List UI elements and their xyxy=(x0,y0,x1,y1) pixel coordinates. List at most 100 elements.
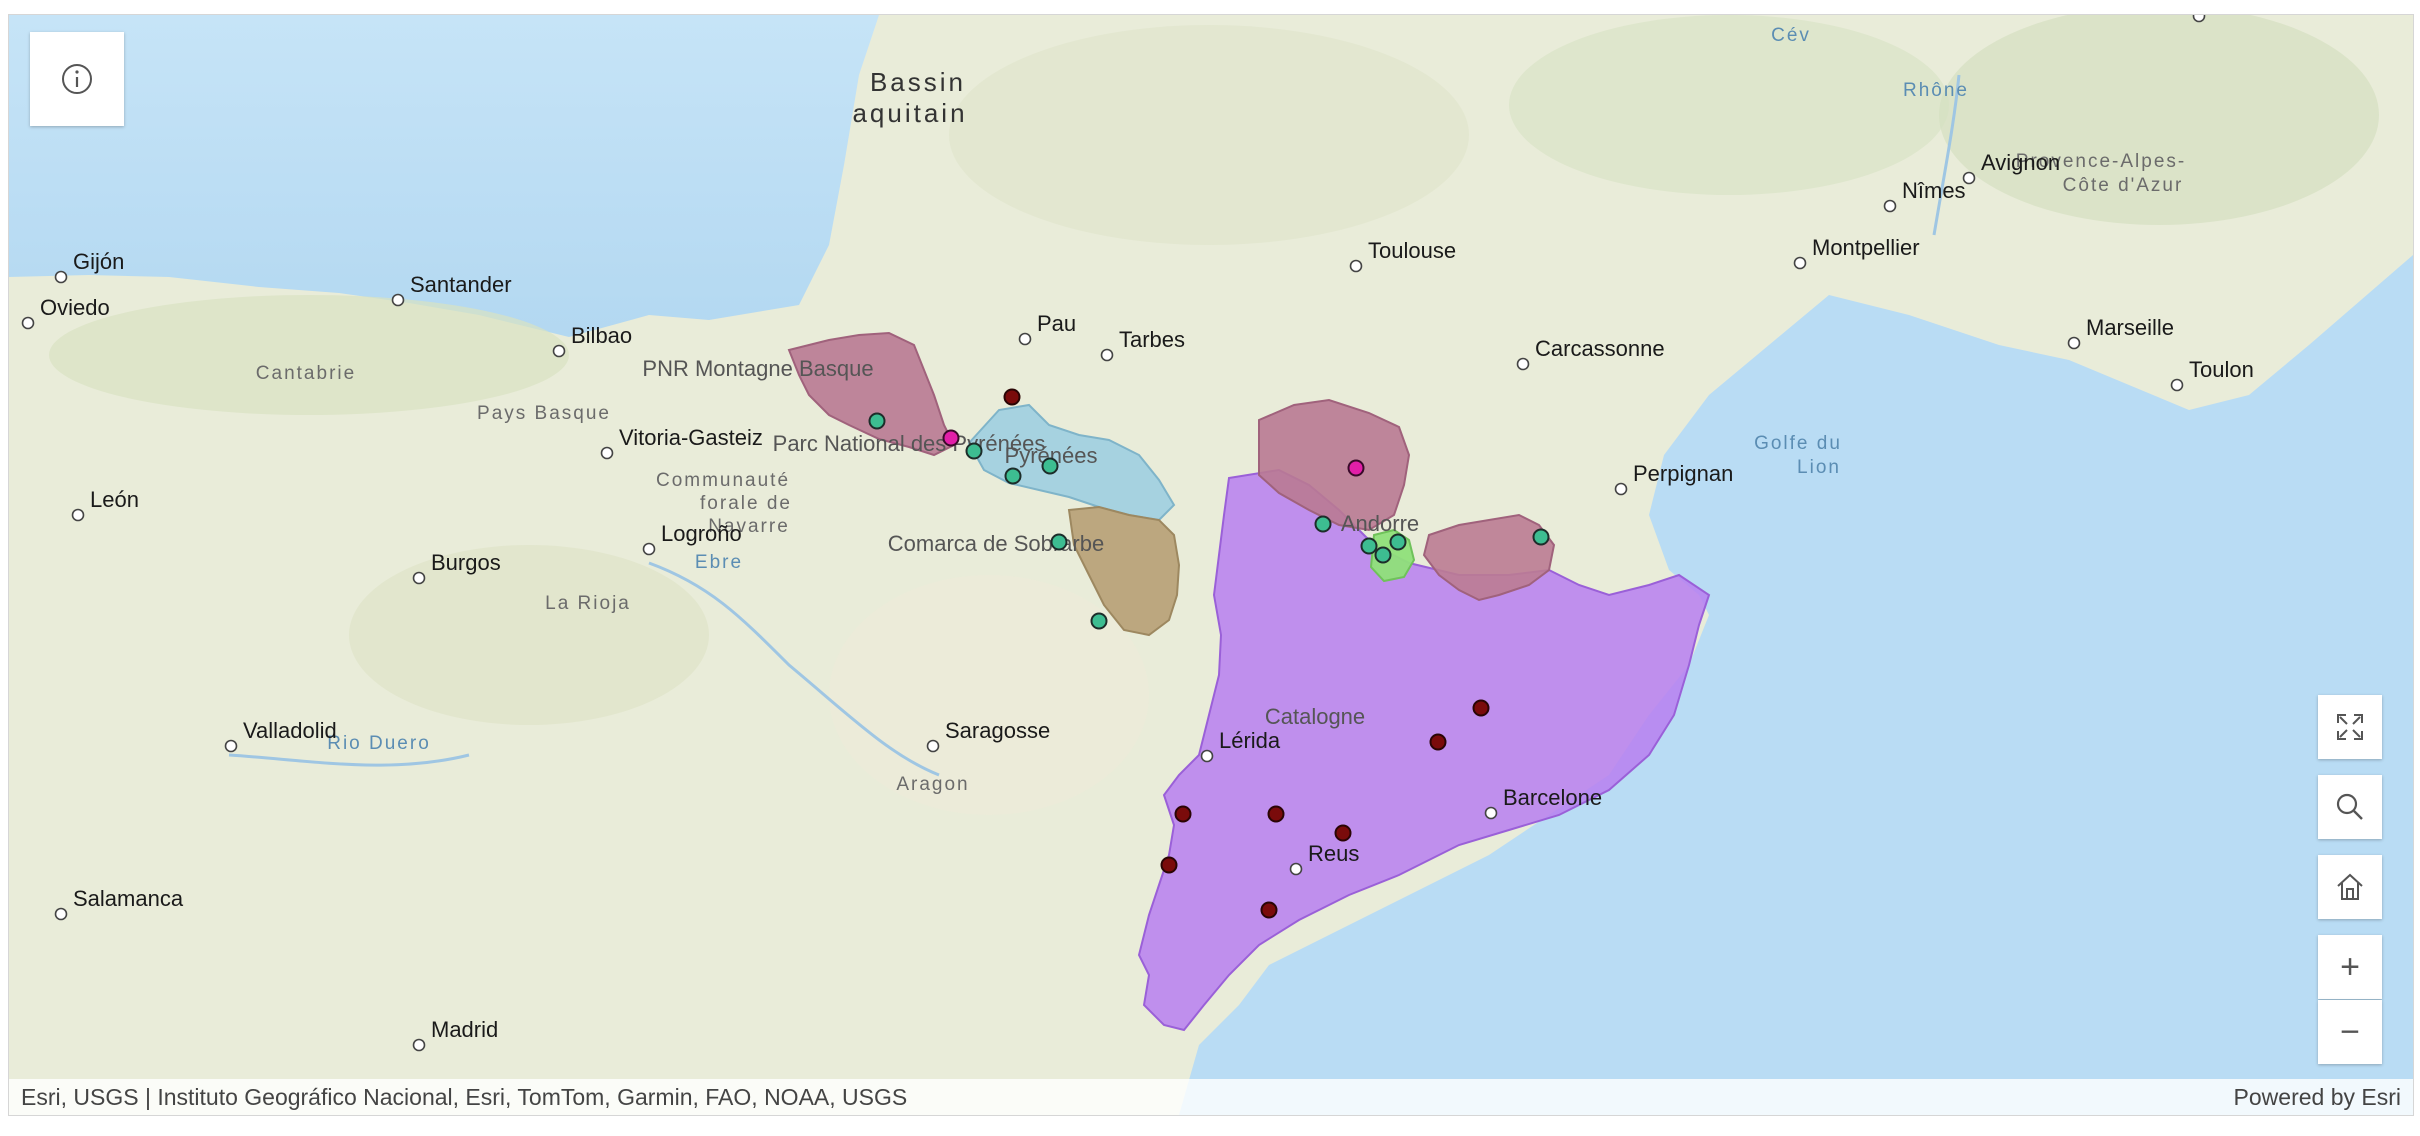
city-label: Perpignan xyxy=(1633,461,1733,486)
city-marker: Toulouse xyxy=(1349,238,1456,273)
city-label: Avignon xyxy=(1981,150,2060,175)
point-green[interactable] xyxy=(1004,467,1022,485)
point-red[interactable] xyxy=(1334,824,1352,842)
atlantic-ocean xyxy=(9,15,879,337)
city-dot xyxy=(224,739,238,753)
point-green[interactable] xyxy=(1314,515,1332,533)
polygon-label: Parc National des Pyrénées xyxy=(773,431,1046,456)
info-icon xyxy=(62,64,92,94)
city-dot xyxy=(1018,332,1032,346)
region-label: Cantabrie xyxy=(256,363,356,384)
water-label: Lion xyxy=(1797,457,1841,478)
city-label: Bilbao xyxy=(571,323,632,348)
city-dot xyxy=(54,907,68,921)
point-green[interactable] xyxy=(1360,537,1378,555)
point-green[interactable] xyxy=(1389,533,1407,551)
relief-patch xyxy=(1509,15,1949,195)
fullscreen-icon xyxy=(2337,714,2363,740)
city-label: Logroño xyxy=(661,521,742,546)
point-green[interactable] xyxy=(1532,528,1550,546)
city-marker: Logroño xyxy=(642,521,742,556)
point-green[interactable] xyxy=(965,442,983,460)
city-marker: Reus xyxy=(1289,841,1359,876)
city-dot xyxy=(1962,171,1976,185)
fullscreen-button[interactable] xyxy=(2318,695,2382,759)
attribution-bar: Esri, USGS | Instituto Geográfico Nacion… xyxy=(9,1079,2413,1115)
city-label: Lérida xyxy=(1219,728,1281,753)
city-dot xyxy=(412,1038,426,1052)
city-label: Carcassonne xyxy=(1535,336,1665,361)
city-label: Madrid xyxy=(431,1017,498,1042)
polygon-label-layer: PNR Montagne Basque Parc National des Pyr… xyxy=(642,356,1419,729)
city-marker: Gap xyxy=(2192,15,2206,23)
city-label: Tarbes xyxy=(1119,327,1185,352)
city-label: Salamanca xyxy=(73,886,184,911)
city-marker: Montpellier xyxy=(1793,235,1920,270)
info-button[interactable] xyxy=(30,32,124,126)
city-marker: Salamanca xyxy=(54,886,184,921)
city-marker: Vitoria-Gasteiz xyxy=(600,425,763,460)
powered-by-esri-link[interactable]: Powered by Esri xyxy=(2233,1083,2401,1110)
city-dot xyxy=(1793,256,1807,270)
water-label: Rhône xyxy=(1903,80,1969,101)
search-icon xyxy=(2336,793,2363,820)
relief-patch xyxy=(949,25,1469,245)
zoom-in-button[interactable]: + xyxy=(2318,935,2382,999)
polygon-label: Andorre xyxy=(1341,511,1419,536)
rhone-river xyxy=(1932,74,1961,236)
polygon-label: PNR Montagne Basque xyxy=(642,356,873,381)
map-view[interactable]: Cantabrie Pays Basque Communauté forale de N… xyxy=(8,14,2414,1116)
pyrenees-orientales-polygon[interactable] xyxy=(1422,513,1556,602)
water-label-layer: Golfe du Lion Ebre Rhône Rio Duero Cév xyxy=(327,25,1969,754)
point-green[interactable] xyxy=(1041,457,1059,475)
point-red[interactable] xyxy=(1429,733,1447,751)
city-dot xyxy=(21,316,35,330)
city-dot xyxy=(1289,862,1303,876)
city-marker: Oviedo xyxy=(21,295,110,330)
city-dot xyxy=(2192,15,2206,23)
point-green[interactable] xyxy=(1050,533,1068,551)
zoom-out-button[interactable]: − xyxy=(2318,1000,2382,1064)
point-layer[interactable] xyxy=(868,388,1550,919)
ariege-polygon[interactable] xyxy=(1258,398,1411,532)
city-dot xyxy=(71,508,85,522)
point-red[interactable] xyxy=(1160,856,1178,874)
water-label: Ebre xyxy=(695,552,743,573)
city-marker: Carcassonne xyxy=(1516,336,1665,371)
point-pink[interactable] xyxy=(942,429,960,447)
region-label: La Rioja xyxy=(545,593,631,614)
city-label: Nîmes xyxy=(1902,178,1966,203)
city-label: Toulon xyxy=(2189,357,2254,382)
parc-national-pyrenees-polygon[interactable] xyxy=(967,403,1176,522)
point-red[interactable] xyxy=(1260,901,1278,919)
point-green[interactable] xyxy=(1090,612,1108,630)
comarca-sobrarbe-polygon[interactable] xyxy=(1067,505,1181,637)
plus-icon: + xyxy=(2340,947,2360,986)
minus-icon: − xyxy=(2340,1012,2360,1051)
city-label: Saragosse xyxy=(945,718,1050,743)
city-dot xyxy=(54,270,68,284)
city-label: Barcelone xyxy=(1503,785,1602,810)
city-marker: Saragosse xyxy=(926,718,1050,753)
city-layer: Gijón Oviedo Santander Bilbao Vitoria-Gastei… xyxy=(21,15,2254,1052)
city-marker: Tarbes xyxy=(1100,327,1185,362)
region-label: Communauté xyxy=(656,470,790,491)
city-label: Burgos xyxy=(431,550,501,575)
point-red[interactable] xyxy=(1003,388,1021,406)
point-red[interactable] xyxy=(1174,805,1192,823)
region-label-large: aquitain xyxy=(852,98,967,128)
point-green[interactable] xyxy=(1374,546,1392,564)
search-button[interactable] xyxy=(2318,775,2382,839)
relief-patch xyxy=(1939,15,2379,225)
point-red[interactable] xyxy=(1472,699,1490,717)
point-pink[interactable] xyxy=(1347,459,1365,477)
region-label-large: Bassin xyxy=(870,67,966,97)
polygon-label: Comarca de Sobrarbe xyxy=(888,531,1104,556)
point-green[interactable] xyxy=(868,412,886,430)
region-label: Côte d'Azur xyxy=(2063,175,2184,196)
city-marker: Toulon xyxy=(2170,357,2254,392)
home-button[interactable] xyxy=(2318,855,2382,919)
point-red[interactable] xyxy=(1267,805,1285,823)
